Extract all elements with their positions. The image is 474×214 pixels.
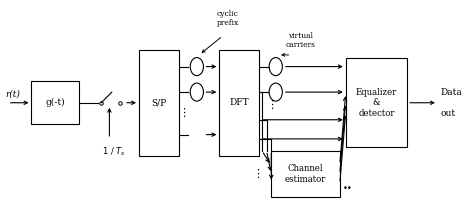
FancyBboxPatch shape: [346, 58, 407, 147]
Text: ⋮: ⋮: [252, 169, 263, 179]
Text: out: out: [440, 109, 456, 118]
Text: g(-t): g(-t): [45, 98, 65, 107]
FancyBboxPatch shape: [139, 50, 179, 156]
Text: S/P: S/P: [151, 98, 167, 107]
Text: r(t): r(t): [5, 90, 20, 99]
Ellipse shape: [269, 83, 283, 101]
Text: Equalizer
&
detector: Equalizer & detector: [356, 88, 397, 118]
Text: cyclic
prefix: cyclic prefix: [217, 10, 239, 27]
Text: ⋮: ⋮: [266, 100, 277, 110]
Text: ••: ••: [343, 184, 352, 193]
Text: Data: Data: [440, 88, 462, 97]
Text: $1\ /\ T_s$: $1\ /\ T_s$: [102, 145, 126, 158]
FancyBboxPatch shape: [219, 50, 259, 156]
Text: ⋮: ⋮: [178, 108, 190, 118]
Text: DFT: DFT: [229, 98, 249, 107]
Ellipse shape: [190, 83, 203, 101]
FancyBboxPatch shape: [31, 82, 79, 124]
Ellipse shape: [269, 58, 283, 76]
Ellipse shape: [190, 58, 203, 76]
Text: virtual
carriers: virtual carriers: [286, 31, 316, 49]
Text: Channel
estimator: Channel estimator: [285, 164, 326, 184]
FancyBboxPatch shape: [271, 151, 340, 197]
